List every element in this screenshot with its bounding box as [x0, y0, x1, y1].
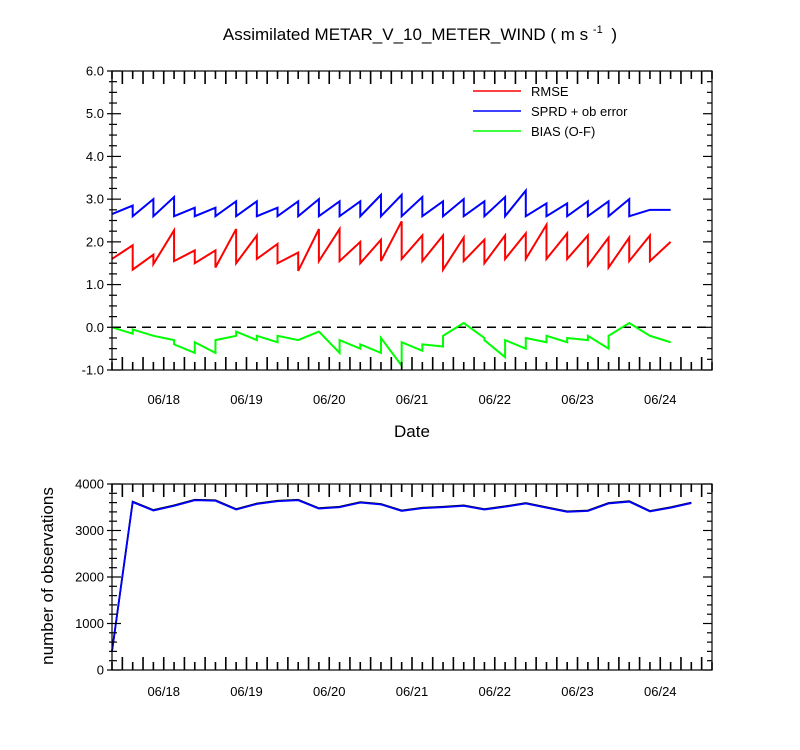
top-y-tick-label: 4.0: [86, 149, 104, 164]
bottom-x-tick-label: 06/21: [396, 684, 429, 699]
chart-title: Assimilated METAR_V_10_METER_WIND ( m s …: [223, 18, 617, 44]
series-line-sprd-ob-error: [111, 187, 671, 220]
legend-label-sprd-ob-error: SPRD + ob error: [531, 104, 628, 119]
bottom-y-tick-label: 1000: [75, 616, 104, 631]
top-x-tick-label: 06/20: [313, 392, 346, 407]
bottom-x-tick-label: 06/24: [644, 684, 677, 699]
legend-label-bias-o-f: BIAS (O-F): [531, 124, 595, 139]
top-y-tick-label: 5.0: [86, 106, 104, 121]
top-x-tick-label: 06/22: [478, 392, 511, 407]
top-y-tick-label: 0.0: [86, 320, 104, 335]
top-panel-legend: RMSE SPRD + ob error BIAS (O-F): [473, 84, 628, 139]
bottom-y-tick-label: 0: [97, 663, 104, 678]
top-y-tick-label: 2.0: [86, 234, 104, 249]
series-line-obs-assimilated: [111, 499, 692, 652]
top-x-axis-title: Date: [394, 422, 430, 441]
top-x-tick-label: 06/18: [147, 392, 180, 407]
top-panel-ticks: 06/18 06/19 06/20 06/21 06/22 06/23 06/24 -1.0 0…: [82, 64, 713, 407]
series-line-rmse: [111, 220, 672, 274]
top-x-tick-label: 06/24: [644, 392, 677, 407]
bottom-y-tick-label: 4000: [75, 477, 104, 492]
bottom-panel-series: [111, 498, 692, 652]
top-y-tick-label: 1.0: [86, 277, 104, 292]
bottom-panel-axes: [111, 483, 713, 671]
series-line-bias-o-f: [111, 321, 671, 369]
chart-title-exponent: -1: [593, 24, 603, 36]
bottom-panel-ticks: 06/18 06/19 06/20 06/21 06/22 06/23 06/24 0 1000…: [75, 477, 713, 699]
bottom-x-tick-label: 06/20: [313, 684, 346, 699]
bottom-y-tick-label: 2000: [75, 570, 104, 585]
chart-title-tail: ): [611, 25, 617, 44]
bottom-plot-frame: [111, 483, 713, 671]
top-x-tick-label: 06/21: [396, 392, 429, 407]
top-y-tick-label: 3.0: [86, 192, 104, 207]
top-x-tick-label: 06/19: [230, 392, 263, 407]
bottom-x-tick-label: 06/18: [147, 684, 180, 699]
bottom-x-tick-label: 06/23: [561, 684, 594, 699]
top-y-tick-label: -1.0: [82, 363, 104, 378]
legend-label-rmse: RMSE: [531, 84, 569, 99]
bottom-y-axis-title: number of observations: [38, 487, 57, 665]
bottom-y-tick-label: 3000: [75, 523, 104, 538]
bottom-x-tick-label: 06/19: [230, 684, 263, 699]
top-x-tick-label: 06/23: [561, 392, 594, 407]
top-y-tick-label: 6.0: [86, 64, 104, 79]
series-line-obs-possible: [111, 498, 692, 652]
bottom-x-tick-label: 06/22: [478, 684, 511, 699]
top-panel-series: [111, 187, 672, 369]
chart-title-main: Assimilated METAR_V_10_METER_WIND ( m s: [223, 25, 588, 44]
